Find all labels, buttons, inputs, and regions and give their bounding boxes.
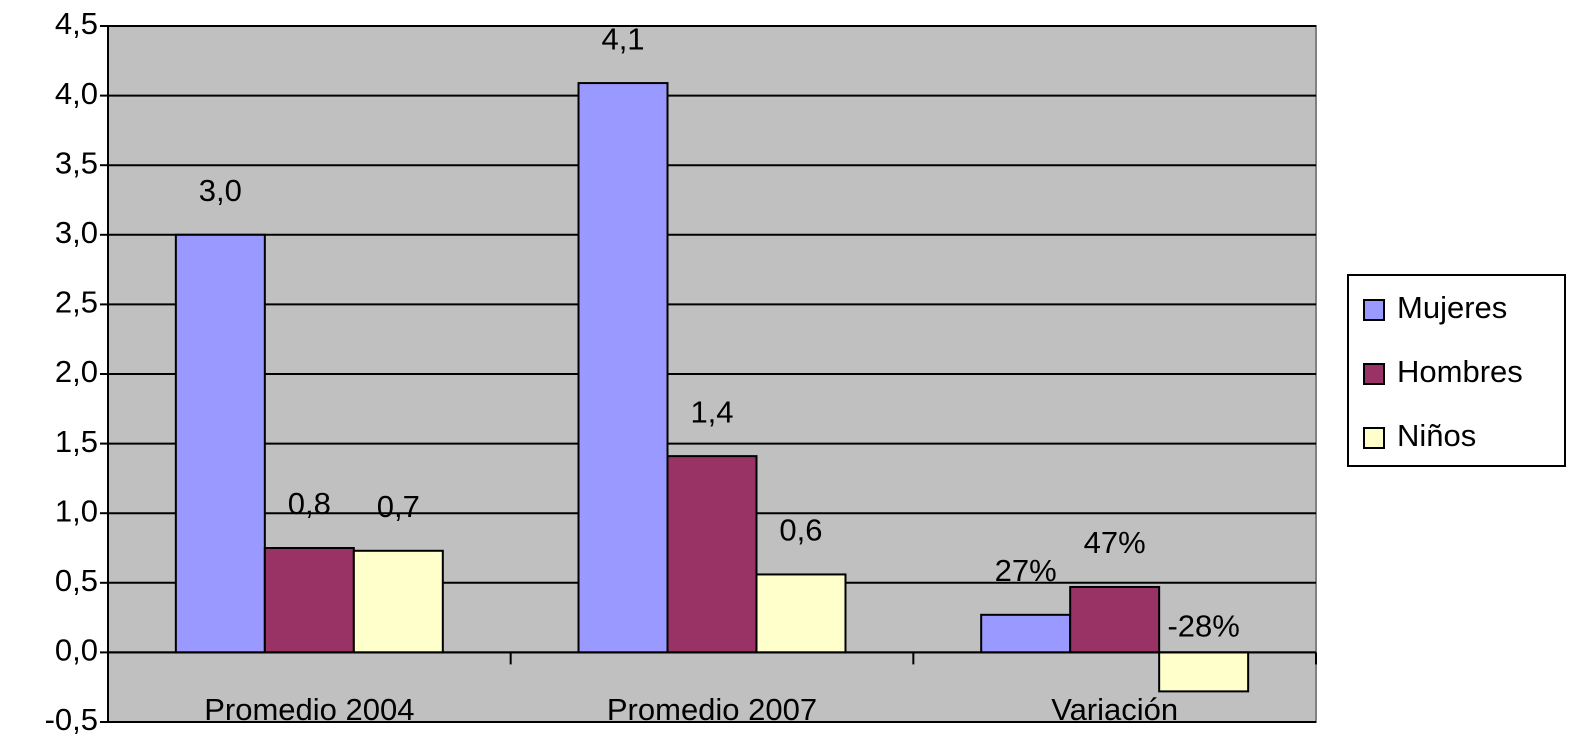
bar (174, 233, 266, 654)
bar (263, 547, 355, 654)
data-label: 27% (995, 553, 1057, 588)
x-tick-label: Promedio 2004 (204, 692, 414, 727)
legend-swatch (1363, 363, 1385, 385)
y-tick-label: 1,5 (55, 424, 98, 459)
data-label: 0,6 (779, 513, 822, 548)
y-tick-label: 2,0 (55, 354, 98, 389)
legend-label: Hombres (1397, 354, 1523, 389)
y-tick-label: 0,0 (55, 633, 98, 668)
y-tick-label: 3,5 (55, 145, 98, 180)
data-label: 1,4 (690, 394, 733, 429)
y-tick-label: -0,5 (45, 702, 98, 737)
y-tick-label: 3,0 (55, 215, 98, 250)
bar (666, 455, 758, 654)
bar (577, 82, 669, 654)
data-label: 3,0 (199, 173, 242, 208)
y-tick-label: 1,0 (55, 493, 98, 528)
data-label: 0,8 (288, 486, 331, 521)
bar (755, 573, 847, 654)
data-label: 0,7 (377, 489, 420, 524)
y-tick-label: 0,5 (55, 563, 98, 598)
bar (1158, 651, 1250, 693)
data-label: -28% (1167, 609, 1239, 644)
legend-swatch (1363, 299, 1385, 321)
legend-label: Mujeres (1397, 290, 1507, 325)
y-tick-label: 2,5 (55, 285, 98, 320)
legend-label: Niños (1397, 418, 1476, 453)
bar (1069, 585, 1161, 654)
y-tick-label: 4,0 (55, 76, 98, 111)
y-tick-label: 4,5 (55, 6, 98, 41)
bar (980, 613, 1072, 654)
legend-swatch (1363, 427, 1385, 449)
data-label: 4,1 (601, 21, 644, 56)
x-tick-label: Promedio 2007 (607, 692, 817, 727)
bar (352, 549, 444, 654)
x-tick-label: Variación (1051, 692, 1178, 727)
data-label: 47% (1084, 525, 1146, 560)
